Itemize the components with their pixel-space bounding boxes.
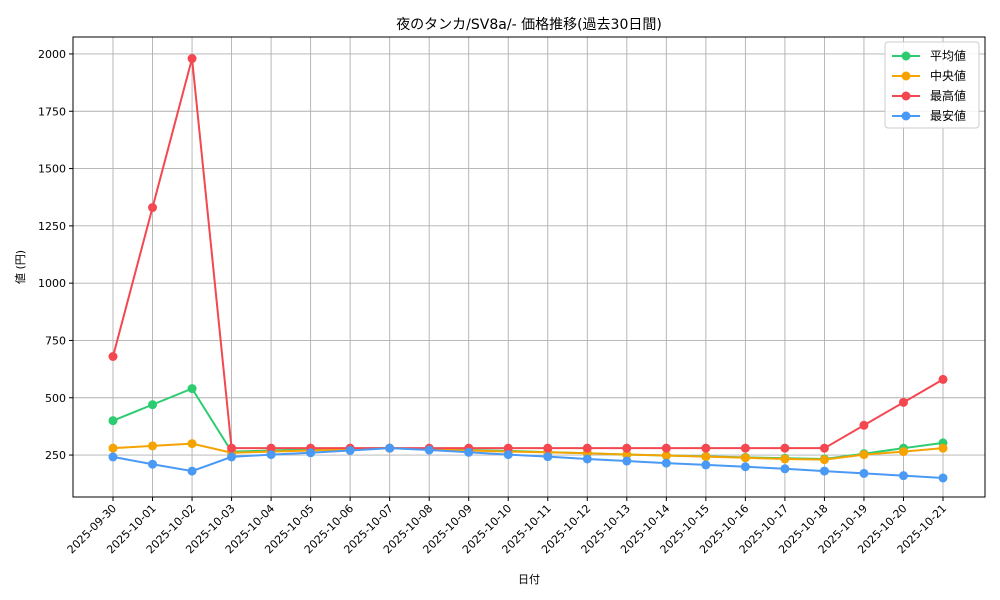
data-point <box>503 450 513 460</box>
data-point <box>187 439 197 449</box>
data-point <box>582 454 592 464</box>
data-point <box>661 451 671 461</box>
data-point <box>780 464 790 474</box>
y-axis: 250 500 750 1000 1250 1500 1750 2000 <box>38 48 73 462</box>
data-point <box>108 443 118 453</box>
y-tick-label: 2000 <box>38 48 66 61</box>
data-point <box>543 452 553 462</box>
y-tick-label: 500 <box>45 392 66 405</box>
data-point <box>148 459 158 469</box>
data-point <box>780 454 790 464</box>
y-tick-label: 1250 <box>38 220 66 233</box>
legend-label: 中央値 <box>930 68 966 83</box>
data-point <box>108 416 118 426</box>
data-point <box>543 443 553 453</box>
series-line <box>112 447 944 479</box>
data-point <box>187 466 197 476</box>
data-point <box>701 443 711 453</box>
x-axis-label: 日付 <box>518 573 540 586</box>
data-point <box>938 473 948 483</box>
grid-lines <box>73 37 985 497</box>
data-point <box>859 468 869 478</box>
legend-marker-icon <box>901 91 911 101</box>
data-point <box>780 443 790 453</box>
data-point <box>859 420 869 430</box>
legend-marker-icon <box>901 71 911 81</box>
data-point <box>108 452 118 462</box>
y-tick-label: 750 <box>45 334 66 347</box>
data-point <box>306 448 316 458</box>
data-point <box>819 455 829 465</box>
data-point <box>898 397 908 407</box>
data-point <box>938 374 948 384</box>
data-point <box>464 447 474 457</box>
series-lines <box>108 54 948 483</box>
legend-item: 最安値 <box>892 108 966 123</box>
x-axis: 2025-09-302025-10-012025-10-022025-10-03… <box>65 497 949 556</box>
data-point <box>582 443 592 453</box>
data-point <box>740 462 750 472</box>
data-point <box>108 352 118 362</box>
data-point <box>898 447 908 457</box>
data-point <box>938 443 948 453</box>
data-point <box>701 452 711 462</box>
data-point <box>622 450 632 460</box>
data-point <box>701 460 711 470</box>
y-axis-label: 値 (円) <box>14 250 27 284</box>
data-point <box>661 443 671 453</box>
series-2 <box>108 54 948 453</box>
legend-item: 平均値 <box>892 48 966 63</box>
legend-label: 最安値 <box>930 108 966 123</box>
data-point <box>740 453 750 463</box>
data-point <box>424 445 434 455</box>
data-point <box>819 443 829 453</box>
data-point <box>622 443 632 453</box>
data-point <box>187 54 197 64</box>
legend-marker-icon <box>901 51 911 61</box>
legend-label: 最高値 <box>930 88 966 103</box>
data-point <box>227 443 237 453</box>
data-point <box>740 443 750 453</box>
series-line <box>112 442 944 461</box>
data-point <box>503 443 513 453</box>
data-point <box>819 466 829 476</box>
data-point <box>227 452 237 462</box>
legend-marker-icon <box>901 111 911 121</box>
chart-title: 夜のタンカ/SV8a/- 価格推移(過去30日間) <box>396 17 662 33</box>
data-point <box>148 400 158 410</box>
series-3 <box>108 443 948 483</box>
legend-label: 平均値 <box>930 48 966 63</box>
data-point <box>266 443 276 453</box>
legend-box <box>884 41 980 129</box>
data-point <box>622 456 632 466</box>
data-point <box>266 450 276 460</box>
y-tick-label: 1000 <box>38 277 66 290</box>
series-line <box>112 58 944 450</box>
data-point <box>187 384 197 394</box>
y-tick-label: 250 <box>45 449 66 462</box>
plot-area-frame <box>72 36 986 498</box>
data-point <box>898 471 908 481</box>
data-point <box>661 458 671 468</box>
y-tick-label: 1750 <box>38 105 66 118</box>
data-point <box>859 450 869 460</box>
data-point <box>385 443 395 453</box>
legend-item: 最高値 <box>892 88 966 103</box>
data-point <box>345 445 355 455</box>
legend-item: 中央値 <box>892 68 966 83</box>
y-tick-label: 1500 <box>38 163 66 176</box>
data-point <box>148 441 158 451</box>
data-point <box>148 203 158 213</box>
